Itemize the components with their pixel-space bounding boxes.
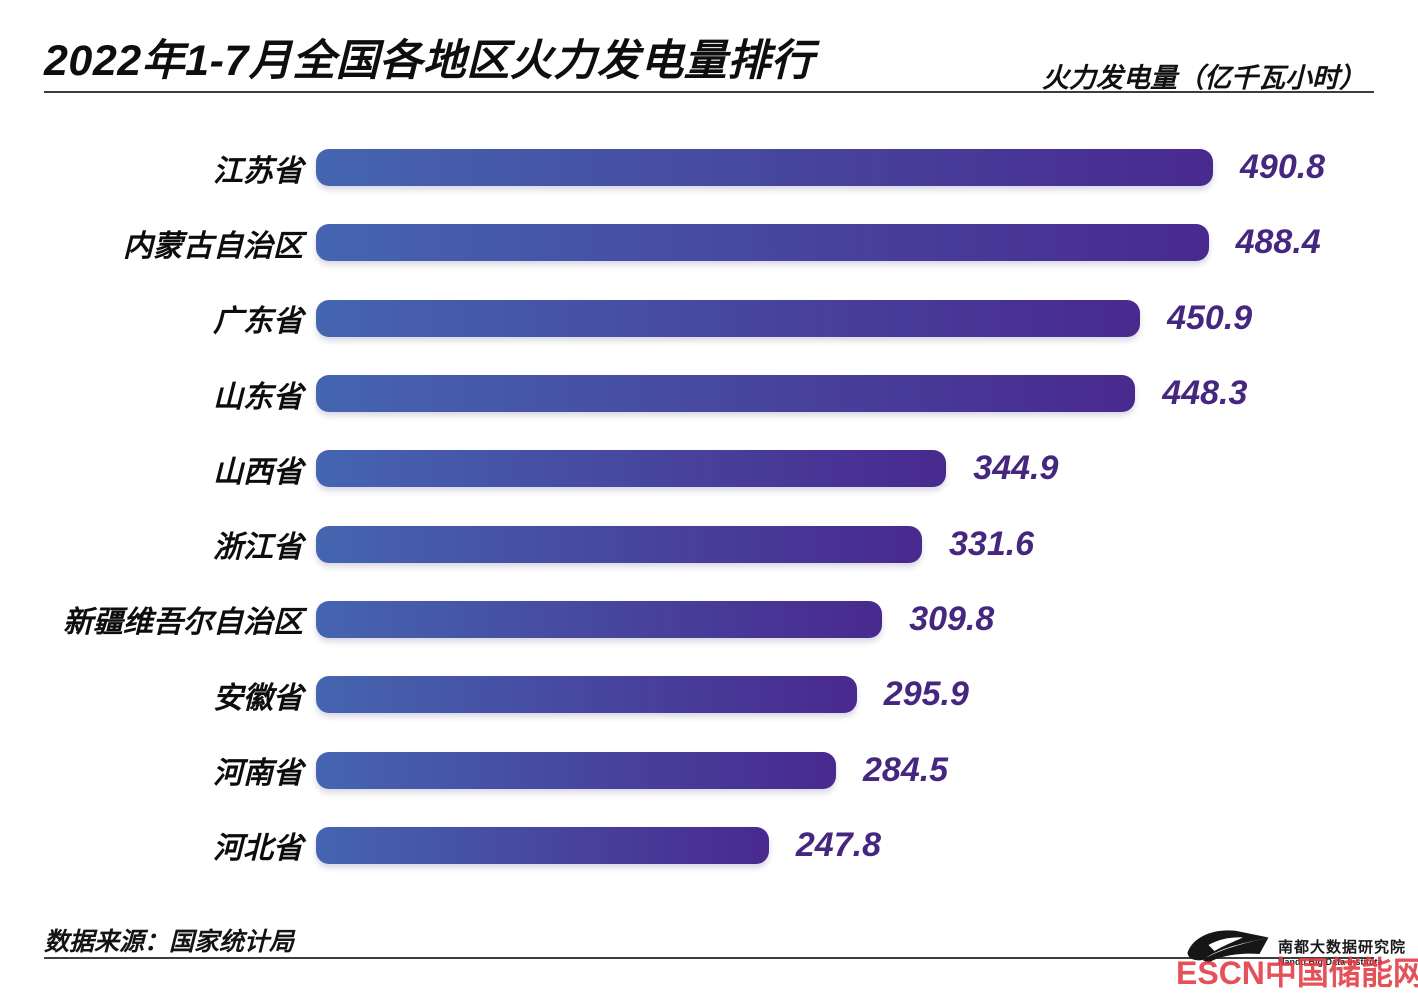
unit-label: 火力发电量（亿千瓦小时）	[1042, 63, 1366, 93]
bar-label: 新疆维吾尔自治区	[63, 606, 303, 640]
bar-label: 广东省	[213, 305, 303, 339]
bar-value: 295.9	[883, 675, 969, 714]
bar-row: 安徽省 295.9	[0, 657, 1418, 732]
bar-value: 344.9	[973, 449, 1059, 488]
bar-track: 344.9	[316, 449, 1418, 488]
bar	[316, 299, 1141, 337]
bar-label: 河北省	[213, 832, 303, 866]
bar-track: 450.9	[316, 299, 1418, 338]
publisher-name-cn: 南都大数据研究院	[1278, 939, 1407, 956]
bar-track: 488.4	[316, 223, 1418, 262]
publisher-name-en: Nandu Big Data Institute	[1278, 957, 1383, 967]
bar-label: 内蒙古自治区	[123, 229, 303, 263]
bar-value: 247.8	[795, 825, 881, 864]
publisher-logo: 南都大数据研究院 Nandu Big Data Institute	[1183, 924, 1406, 972]
bar-chart: 江苏省 490.8 内蒙古自治区 488.4 广东省 450.9 山东省 448…	[0, 130, 1418, 883]
bar-row: 广东省 450.9	[0, 281, 1418, 356]
bar-row: 内蒙古自治区 488.4	[0, 205, 1418, 280]
bar-label: 山西省	[213, 455, 303, 489]
bar-row: 江苏省 490.8	[0, 130, 1418, 205]
source-note: 数据来源：国家统计局	[44, 928, 295, 956]
bar-label: 江苏省	[213, 154, 303, 188]
bar-value: 331.6	[949, 524, 1035, 563]
title-divider	[44, 91, 1374, 93]
bar-track: 284.5	[316, 751, 1418, 790]
bar-track: 448.3	[316, 374, 1418, 413]
bar-row: 浙江省 331.6	[0, 506, 1418, 581]
bar-row: 河北省 247.8	[0, 808, 1418, 883]
bar-label: 安徽省	[213, 681, 303, 715]
bar	[316, 826, 769, 864]
bar	[316, 224, 1209, 262]
footer-divider	[44, 957, 1374, 959]
bar-label: 山东省	[213, 380, 303, 414]
bar-value: 488.4	[1235, 223, 1321, 262]
bar	[316, 751, 836, 789]
escn-watermark: ESCN中国储能网	[1176, 955, 1418, 991]
bar-row: 山东省 448.3	[0, 356, 1418, 431]
publisher-logo-text: 南都大数据研究院 Nandu Big Data Institute	[1278, 924, 1406, 967]
bar-track: 490.8	[316, 148, 1418, 187]
bar-value: 450.9	[1167, 298, 1253, 337]
bar-value: 309.8	[909, 599, 995, 638]
bar-row: 河南省 284.5	[0, 732, 1418, 807]
bar	[316, 525, 922, 563]
bar	[316, 676, 857, 714]
bar-label: 河南省	[213, 757, 303, 791]
ribbon-logo-icon	[1187, 930, 1269, 963]
bar-value: 284.5	[863, 750, 949, 789]
bar	[316, 149, 1213, 187]
bar-track: 247.8	[316, 826, 1418, 865]
bar-value: 448.3	[1162, 374, 1248, 413]
bar-track: 295.9	[316, 675, 1418, 714]
bar-label: 浙江省	[213, 531, 303, 565]
bar-row: 新疆维吾尔自治区 309.8	[0, 582, 1418, 657]
bar	[316, 450, 947, 488]
bar-value: 490.8	[1240, 148, 1326, 187]
bar	[316, 600, 883, 638]
bar	[316, 375, 1136, 413]
page-title: 2022年1-7月全国各地区火力发电量排行	[44, 37, 815, 85]
bar-row: 山西省 344.9	[0, 431, 1418, 506]
bar-track: 309.8	[316, 600, 1418, 639]
bar-track: 331.6	[316, 525, 1418, 564]
